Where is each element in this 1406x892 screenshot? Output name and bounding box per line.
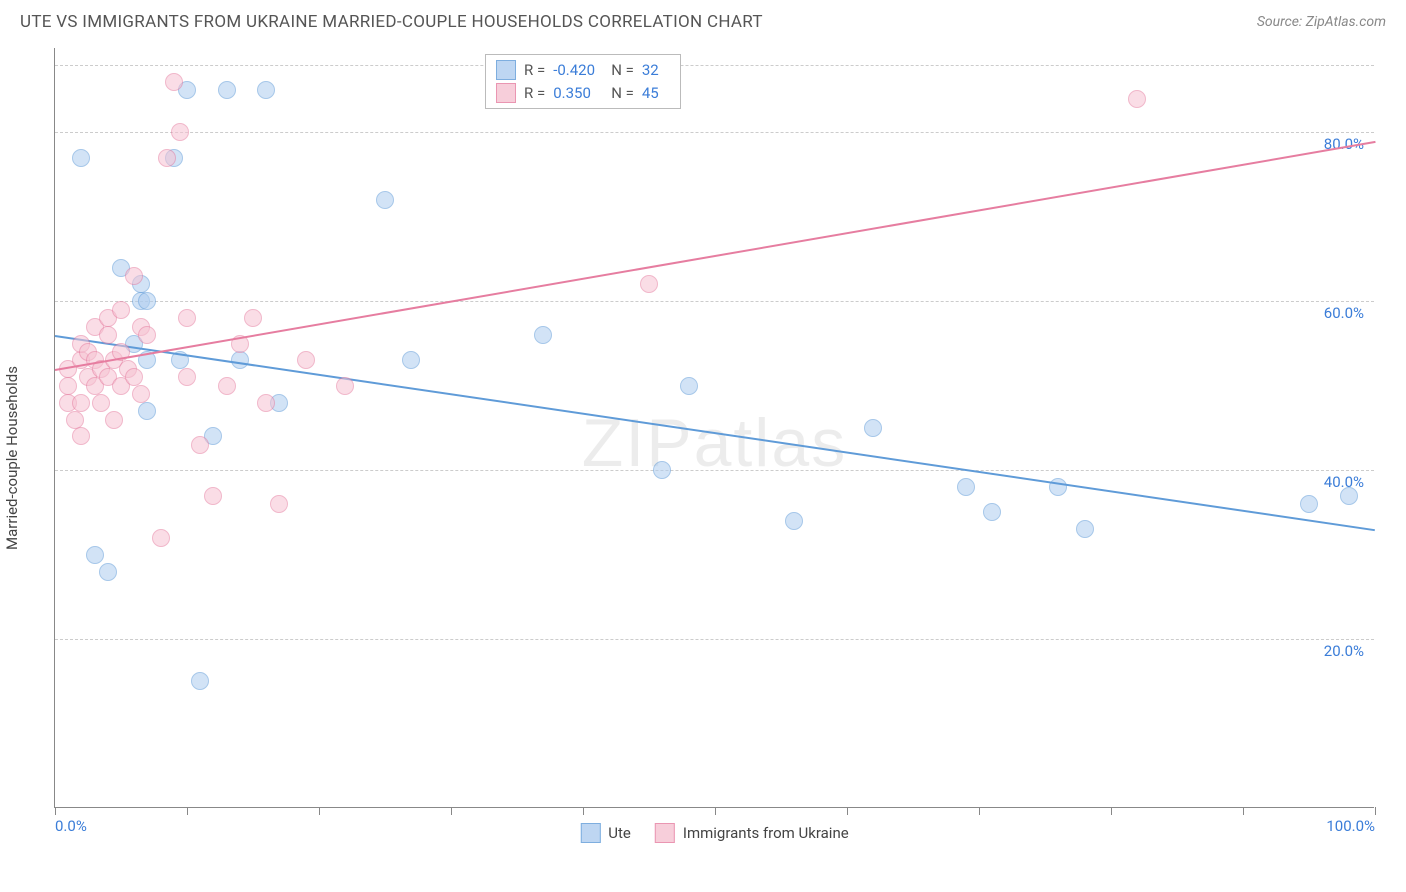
scatter-point bbox=[1076, 520, 1094, 538]
x-tick bbox=[1111, 807, 1112, 815]
chart-title: UTE VS IMMIGRANTS FROM UKRAINE MARRIED-C… bbox=[20, 12, 763, 32]
x-tick bbox=[1243, 807, 1244, 815]
scatter-point bbox=[204, 487, 222, 505]
x-tick bbox=[55, 807, 56, 815]
trend-line bbox=[55, 141, 1375, 371]
scatter-point bbox=[138, 402, 156, 420]
y-axis-label: Married-couple Households bbox=[3, 366, 21, 550]
scatter-point bbox=[653, 461, 671, 479]
gridline-h bbox=[55, 132, 1374, 133]
stat-r-value: 0.350 bbox=[553, 82, 603, 105]
gridline-h bbox=[55, 65, 1374, 66]
bottom-legend: Ute Immigrants from Ukraine bbox=[580, 823, 848, 843]
scatter-point bbox=[191, 436, 209, 454]
trend-line bbox=[55, 335, 1375, 531]
x-tick bbox=[187, 807, 188, 815]
scatter-point bbox=[99, 326, 117, 344]
scatter-point bbox=[178, 309, 196, 327]
legend-item: Immigrants from Ukraine bbox=[655, 823, 849, 843]
scatter-point bbox=[158, 149, 176, 167]
scatter-point bbox=[534, 326, 552, 344]
y-tick-label: 60.0% bbox=[1324, 304, 1364, 322]
legend-swatch bbox=[496, 60, 516, 80]
x-tick bbox=[847, 807, 848, 815]
legend-swatch bbox=[580, 823, 600, 843]
scatter-point bbox=[138, 292, 156, 310]
legend-label: Ute bbox=[608, 824, 631, 842]
scatter-point bbox=[165, 73, 183, 91]
stats-row: R = 0.350 N = 45 bbox=[496, 82, 670, 105]
scatter-point bbox=[105, 411, 123, 429]
scatter-point bbox=[218, 81, 236, 99]
scatter-point bbox=[138, 326, 156, 344]
scatter-point bbox=[171, 123, 189, 141]
x-tick-label: 0.0% bbox=[55, 817, 87, 835]
scatter-point bbox=[86, 546, 104, 564]
scatter-point bbox=[402, 351, 420, 369]
legend-swatch bbox=[496, 83, 516, 103]
scatter-point bbox=[152, 529, 170, 547]
scatter-point bbox=[191, 672, 209, 690]
stat-label: N = bbox=[611, 59, 634, 82]
scatter-point bbox=[336, 377, 354, 395]
scatter-point bbox=[680, 377, 698, 395]
scatter-point bbox=[72, 394, 90, 412]
stat-n-value: 32 bbox=[642, 59, 670, 82]
scatter-point bbox=[1340, 487, 1358, 505]
stat-label: N = bbox=[611, 82, 634, 105]
x-tick bbox=[979, 807, 980, 815]
y-tick-label: 20.0% bbox=[1324, 642, 1364, 660]
stat-label: R = bbox=[524, 59, 545, 82]
legend-item: Ute bbox=[580, 823, 631, 843]
stats-row: R = -0.420 N = 32 bbox=[496, 59, 670, 82]
x-tick bbox=[451, 807, 452, 815]
scatter-point bbox=[244, 309, 262, 327]
x-tick-label: 100.0% bbox=[1326, 817, 1375, 835]
scatter-point bbox=[1128, 90, 1146, 108]
scatter-point bbox=[99, 563, 117, 581]
scatter-point bbox=[72, 149, 90, 167]
x-tick bbox=[583, 807, 584, 815]
scatter-point bbox=[125, 368, 143, 386]
scatter-point bbox=[66, 411, 84, 429]
stat-r-value: -0.420 bbox=[553, 59, 603, 82]
scatter-point bbox=[125, 267, 143, 285]
plot-region: ZIPatlas 20.0%40.0%60.0%80.0%0.0%100.0%R… bbox=[54, 48, 1374, 808]
x-tick bbox=[319, 807, 320, 815]
stats-legend: R = -0.420 N = 32 R = 0.350 N = 45 bbox=[485, 54, 681, 109]
chart-area: Married-couple Households ZIPatlas 20.0%… bbox=[20, 48, 1386, 868]
scatter-point bbox=[92, 394, 110, 412]
legend-swatch bbox=[655, 823, 675, 843]
scatter-point bbox=[257, 81, 275, 99]
stat-n-value: 45 bbox=[642, 82, 670, 105]
scatter-point bbox=[132, 385, 150, 403]
chart-source: Source: ZipAtlas.com bbox=[1257, 14, 1386, 30]
scatter-point bbox=[983, 503, 1001, 521]
stat-label: R = bbox=[524, 82, 545, 105]
scatter-point bbox=[297, 351, 315, 369]
x-tick bbox=[715, 807, 716, 815]
chart-header: UTE VS IMMIGRANTS FROM UKRAINE MARRIED-C… bbox=[0, 0, 1406, 40]
scatter-point bbox=[59, 377, 77, 395]
scatter-point bbox=[376, 191, 394, 209]
scatter-point bbox=[112, 301, 130, 319]
gridline-h bbox=[55, 301, 1374, 302]
scatter-point bbox=[957, 478, 975, 496]
x-tick bbox=[1375, 807, 1376, 815]
scatter-point bbox=[640, 275, 658, 293]
scatter-point bbox=[785, 512, 803, 530]
scatter-point bbox=[1300, 495, 1318, 513]
legend-label: Immigrants from Ukraine bbox=[683, 824, 849, 842]
scatter-point bbox=[218, 377, 236, 395]
gridline-h bbox=[55, 639, 1374, 640]
gridline-h bbox=[55, 470, 1374, 471]
scatter-point bbox=[270, 495, 288, 513]
scatter-point bbox=[257, 394, 275, 412]
scatter-point bbox=[72, 427, 90, 445]
scatter-point bbox=[864, 419, 882, 437]
scatter-point bbox=[178, 368, 196, 386]
